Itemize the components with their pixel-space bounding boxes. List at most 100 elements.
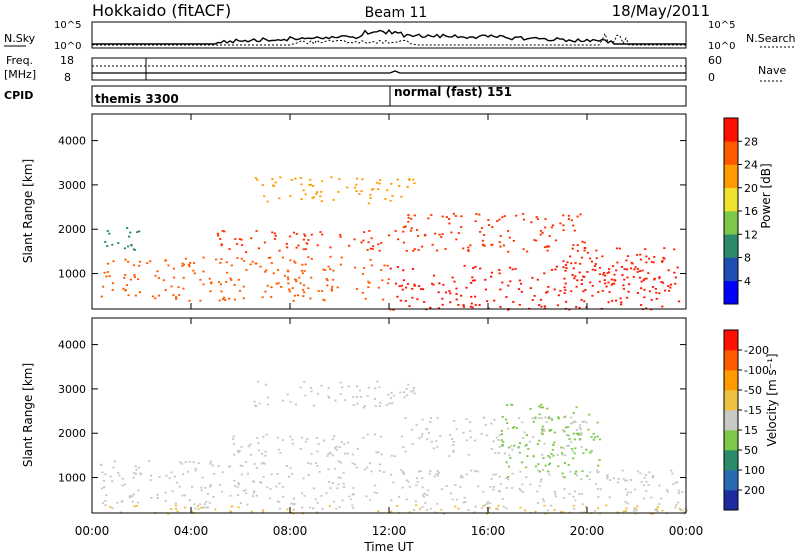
scatter-cell (342, 472, 345, 474)
scatter-cell (330, 289, 334, 292)
scatter-cell (223, 296, 226, 299)
scatter-cell (326, 455, 329, 457)
scatter-cell (573, 452, 576, 455)
ytick-label: 1000 (58, 472, 86, 485)
scatter-cell (183, 494, 187, 497)
scatter-cell (440, 488, 443, 491)
scatter-cell (524, 445, 527, 448)
scatter-cell (363, 231, 366, 233)
scatter-cell (250, 510, 253, 513)
scatter-cell (498, 272, 501, 275)
scatter-cell (251, 480, 255, 483)
scatter-cell (455, 238, 458, 241)
scatter-cell (559, 222, 562, 225)
scatter-cell (303, 233, 306, 236)
scatter-cell (573, 420, 576, 423)
scatter-cell (507, 308, 510, 311)
scatter-cell (385, 404, 388, 406)
scatter-cell (102, 479, 105, 482)
scatter-cell (484, 503, 487, 506)
scatter-cell (346, 441, 349, 444)
scatter-cell (412, 387, 415, 389)
scatter-cell (200, 507, 203, 509)
colorbar-swatch (724, 410, 738, 431)
scatter-cell (109, 506, 112, 508)
scatter-cell (202, 270, 205, 273)
scatter-cell (342, 482, 345, 485)
scatter-cell (339, 477, 342, 479)
scatter-cell (288, 288, 291, 291)
scatter-cell (242, 297, 245, 300)
scatter-cell (508, 454, 511, 457)
scatter-cell (588, 413, 591, 416)
scatter-cell (550, 226, 553, 229)
scatter-cell (632, 509, 636, 512)
scatter-cell (453, 280, 456, 283)
scatter-cell (658, 484, 661, 487)
scatter-cell (174, 504, 177, 507)
scatter-cell (471, 276, 474, 279)
scatter-cell (631, 262, 634, 265)
scatter-cell (373, 433, 376, 436)
scatter-cell (260, 453, 264, 455)
scatter-cell (335, 445, 338, 448)
scatter-cell (679, 509, 682, 511)
scatter-cell (547, 245, 551, 248)
scatter-cell (545, 245, 548, 248)
scatter-cell (411, 443, 414, 445)
scatter-cell (336, 286, 339, 289)
scatter-cell (449, 292, 452, 295)
scatter-cell (666, 490, 669, 493)
scatter-cell (362, 437, 365, 439)
scatter-cell (346, 186, 349, 189)
scatter-cell (167, 512, 170, 515)
scatter-cell (393, 394, 396, 397)
scatter-cell (401, 486, 404, 489)
scatter-cell (302, 477, 305, 480)
scatter-cell (132, 264, 135, 267)
scatter-cell (231, 505, 234, 508)
scatter-cell (312, 196, 315, 199)
scatter-cell (547, 470, 550, 473)
scatter-cell (201, 476, 204, 479)
scatter-cell (544, 226, 547, 229)
scatter-cell (331, 286, 334, 288)
scatter-cell (572, 495, 575, 498)
scatter-cell (469, 429, 472, 432)
scatter-cell (178, 485, 181, 488)
velocity-cells (99, 380, 688, 515)
scatter-cell (564, 264, 568, 266)
scatter-cell (597, 507, 600, 510)
scatter-cell (595, 249, 598, 252)
scatter-cell (497, 439, 500, 441)
scatter-cell (236, 494, 240, 496)
ytick-label: 2000 (58, 223, 86, 236)
scatter-cell (567, 434, 570, 437)
scatter-cell (571, 450, 574, 453)
scatter-cell (575, 406, 578, 409)
scatter-cell (238, 238, 241, 240)
scatter-cell (264, 454, 267, 457)
scatter-cell (574, 447, 577, 450)
scatter-cell (193, 503, 196, 506)
scatter-cell (263, 195, 266, 198)
scatter-cell (130, 243, 133, 246)
scatter-cell (287, 282, 290, 285)
scatter-cell (606, 474, 609, 476)
scatter-cell (131, 500, 134, 503)
scatter-cell (402, 226, 405, 229)
scatter-cell (396, 178, 399, 181)
scatter-cell (455, 287, 458, 290)
scatter-cell (492, 485, 496, 488)
scatter-cell (302, 295, 305, 297)
scatter-cell (616, 511, 619, 514)
scatter-cell (286, 393, 289, 396)
scatter-cell (437, 474, 440, 477)
scatter-cell (480, 227, 484, 229)
scatter-cell (251, 495, 255, 497)
scatter-cell (340, 256, 343, 259)
scatter-cell (583, 249, 586, 252)
scatter-cell (238, 450, 241, 452)
scatter-cell (489, 502, 492, 505)
